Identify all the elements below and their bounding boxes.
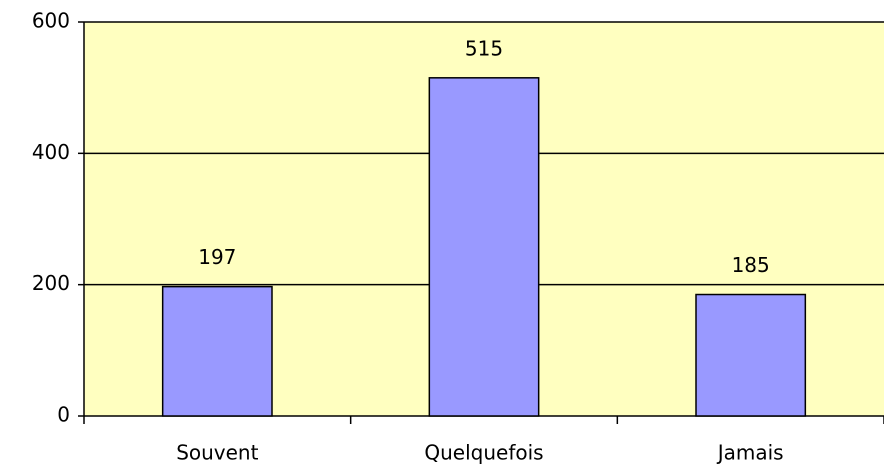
value-label: 185 — [732, 253, 770, 277]
bar — [428, 77, 540, 417]
x-tick-label: Jamais — [716, 441, 784, 465]
value-label: 197 — [198, 245, 236, 269]
value-label: 515 — [465, 36, 503, 60]
y-tick-label: 400 — [32, 140, 70, 164]
y-tick-label: 600 — [32, 9, 70, 33]
y-tick-label: 0 — [57, 403, 70, 427]
x-tick-label: Souvent — [176, 441, 258, 465]
bar — [695, 293, 807, 417]
y-tick-label: 200 — [32, 271, 70, 295]
bar — [161, 285, 273, 417]
x-tick-label: Quelquefois — [424, 441, 543, 465]
